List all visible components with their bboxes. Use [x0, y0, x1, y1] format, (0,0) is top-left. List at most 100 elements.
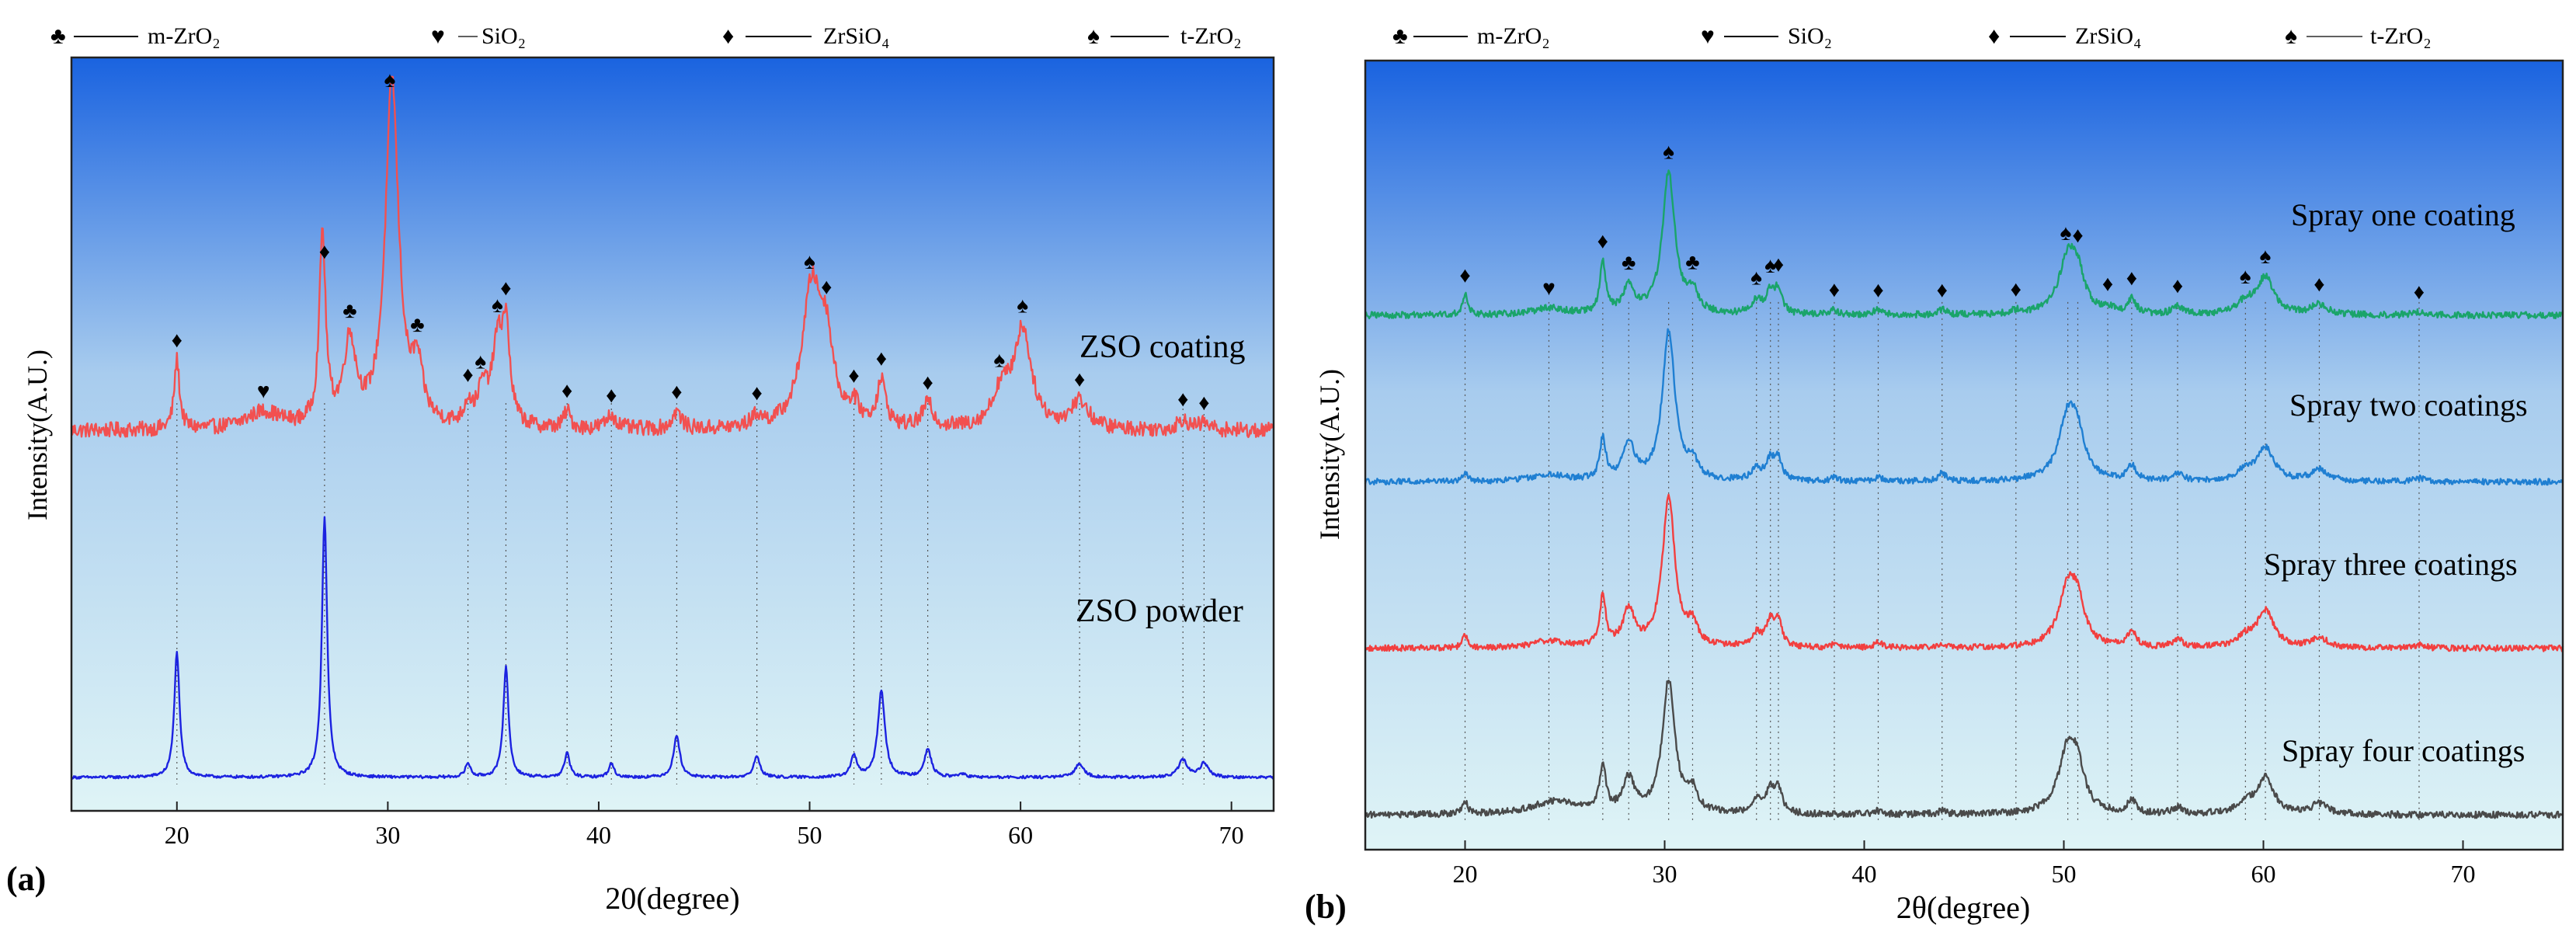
peak-marker: ♦: [1074, 367, 1085, 391]
peak-marker: ♦: [561, 379, 572, 403]
peak-marker: ♠: [2260, 245, 2272, 269]
peak-marker: ♠: [1017, 294, 1028, 318]
peak-marker: ♦: [1177, 388, 1188, 412]
peak-marker: ♦: [1872, 279, 1883, 303]
legend-a-m-zro2-symbol: ♣: [50, 23, 66, 49]
peak-marker: ♣: [1622, 251, 1636, 275]
legend-a-t-zro2-symbol: ♠: [1087, 23, 1100, 49]
legend-b-sio2-label: SiO₂: [1788, 23, 1832, 49]
plot-b-area: ♦♥♦♣♠♣♠♠♦♦ ♦ ♦ ♦♠ ♦♦ ♦ ♦ ♠♠♦ ♦20 30 40 50 60 70: [1364, 141, 2564, 888]
peak-marker: ♦: [1459, 263, 1470, 287]
legend-b-zrsio4-label: ZrSiO₄: [2075, 23, 2141, 49]
peak-marker: ♠: [475, 350, 486, 374]
series-label-zso-coating: ZSO coating: [1079, 329, 1245, 365]
peak-marker: ♦: [1198, 391, 1209, 416]
peak-marker: ♦: [1829, 278, 1840, 302]
series-line-zso-powder: [70, 516, 1274, 780]
x-tick-label: 20: [165, 821, 189, 849]
x-tick-label: 20: [1453, 860, 1478, 888]
peak-marker: ♦: [821, 275, 832, 299]
peak-marker: ♦: [606, 384, 617, 408]
peak-marker: ♠: [384, 68, 396, 92]
peak-marker: ♠: [804, 250, 815, 274]
plot-a-background: [71, 57, 1274, 811]
peak-marker: ♦: [848, 364, 859, 388]
peak-marker: ♦: [319, 240, 330, 264]
peak-marker: ♦: [172, 329, 183, 353]
peak-marker: ♦: [1773, 253, 1784, 277]
legend-b-t-zro2-symbol: ♠: [2285, 23, 2297, 49]
peak-marker: ♣: [410, 313, 424, 337]
peak-marker: ♦: [2314, 273, 2324, 297]
x-tick-label: 40: [1852, 860, 1877, 888]
peak-marker: ♠: [1764, 254, 1776, 278]
peak-marker: ♥: [1542, 276, 1556, 301]
plot-b-background: [1365, 61, 2563, 850]
peak-marker: ♦: [2072, 224, 2083, 248]
series-label-group-a: ZSO coating ZSO powder: [1076, 329, 1245, 629]
peak-marker: ♠: [1750, 266, 1762, 290]
peak-marker: ♦: [2102, 273, 2113, 297]
plot-b-frame: [1364, 59, 2564, 851]
legend-b-zrsio4-symbol: ♦: [1988, 23, 2000, 49]
x-axis-label-b: 2θ(degree): [1896, 890, 2030, 925]
peak-marker: ♠: [1663, 141, 1674, 165]
legend-b-m-zro2-label: m-ZrO₂: [1477, 23, 1550, 49]
series-label-group-b: Spray one coating Spray two coatings Spr…: [2264, 197, 2528, 768]
y-axis-label-a: Intensity(A.U.): [22, 350, 53, 520]
peak-marker: ♠: [2240, 265, 2251, 289]
peak-marker: ♦: [671, 380, 682, 404]
peak-marker: ♥: [257, 379, 270, 403]
peak-marker: ♠: [492, 294, 503, 318]
panel-b: ♣ m-ZrO₂ ♥ SiO₂ ♦ ZrSiO₄ ♠ t-ZrO₂ ♦ ♥ ♦ ♣ ♠ ♣…: [1305, 23, 2564, 926]
legend-a-zrsio4-symbol: ♦: [722, 23, 734, 49]
legend-a-sio2-symbol: ♥: [431, 23, 445, 49]
series-line-spray-three-coatings: [1364, 493, 2564, 652]
peak-marker: ♣: [1685, 251, 1699, 275]
panel-label-a: (a): [6, 860, 46, 898]
series-label-spray-four: Spray four coatings: [2282, 733, 2525, 768]
series-label-spray-two: Spray two coatings: [2289, 388, 2528, 423]
plot-a-area: ♦♥♦♣♠♣♦♠♠♦♦ ♦ ♦ ♦♠♦♦♦♦♠♠♦♦ ♦20 30 40 50 60 70: [70, 68, 1275, 849]
peak-marker: ♦: [1597, 230, 1608, 254]
x-tick-label: 50: [2052, 860, 2077, 888]
series-label-spray-one: Spray one coating: [2291, 197, 2515, 232]
x-tick-label: 30: [1653, 860, 1677, 888]
series-line-zso-coating: [70, 75, 1275, 439]
peak-marker: ♦: [922, 370, 933, 395]
legend-a-sio2-label: SiO₂: [481, 23, 526, 49]
plot-a-frame: [70, 56, 1275, 812]
peak-marker: ♦: [2172, 274, 2183, 298]
legend-a-t-zro2-label: t-ZrO₂: [1180, 23, 1242, 49]
series-label-spray-three: Spray three coatings: [2264, 547, 2518, 582]
peak-marker: ♦: [2126, 266, 2137, 290]
legend-b-sio2-symbol: ♥: [1701, 23, 1715, 49]
peak-marker: ♦: [500, 276, 511, 301]
x-tick-label: 70: [1219, 821, 1244, 849]
x-tick-label: 40: [586, 821, 611, 849]
legend-a-m-zro2-label: m-ZrO₂: [148, 23, 221, 49]
series-line-spray-four-coatings: [1364, 680, 2564, 819]
panel-a-legend: ♣ m-ZrO₂ ♥ SiO₂ ♦ ZrSiO₄ ♠ t-ZrO₂: [50, 23, 1242, 49]
legend-b-m-zro2-symbol: ♣: [1392, 23, 1408, 49]
x-tick-label: 60: [1008, 821, 1033, 849]
legend-a-zrsio4-label: ZrSiO₄: [823, 23, 889, 49]
peak-marker: ♦: [876, 347, 887, 371]
peak-marker: ♦: [2414, 280, 2425, 304]
peak-marker: ♠: [2060, 221, 2072, 245]
x-axis-label-a: 20(degree): [605, 881, 739, 916]
x-tick-label: 50: [798, 821, 822, 849]
peak-marker: ♣: [342, 299, 356, 323]
peak-marker: ♦: [1937, 278, 1948, 302]
panel-a: ♣ m-ZrO₂ ♥ SiO₂ ♦ ZrSiO₄ ♠ t-ZrO₂ ♦♥♦♣♠♣…: [6, 23, 1275, 916]
series-line-spray-two-coatings: [1364, 328, 2564, 486]
series-label-zso-powder: ZSO powder: [1076, 593, 1243, 629]
x-tick-label: 30: [375, 821, 400, 849]
y-axis-label-b: Intensity(A.U.): [1314, 369, 1345, 540]
peak-marker: ♠: [994, 348, 1006, 372]
peak-marker: ♦: [2011, 278, 2022, 302]
x-tick-label: 60: [2251, 860, 2276, 888]
x-tick-label: 70: [2451, 860, 2476, 888]
panel-b-legend: ♣ m-ZrO₂ ♥ SiO₂ ♦ ZrSiO₄ ♠ t-ZrO₂: [1392, 23, 2432, 49]
